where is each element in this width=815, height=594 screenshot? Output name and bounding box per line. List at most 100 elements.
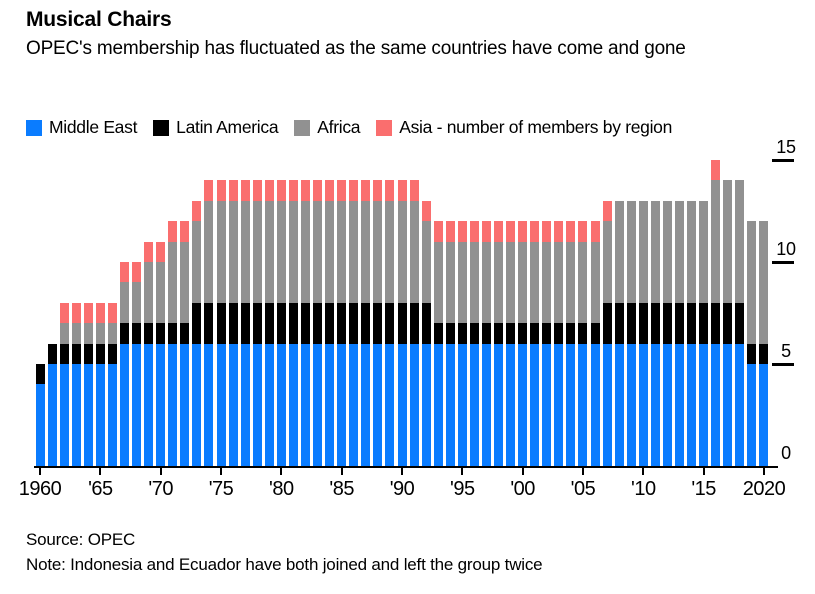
bar-segment-africa (83, 323, 93, 344)
bar-2009[interactable] (626, 200, 636, 466)
legend-swatch-africa (294, 119, 311, 136)
bar-1985[interactable] (337, 180, 347, 466)
bar-2011[interactable] (650, 200, 660, 466)
bar-1982[interactable] (300, 180, 310, 466)
bar-1966[interactable] (107, 302, 117, 466)
bar-segment-asia (530, 221, 540, 242)
bar-segment-latin-america (433, 323, 443, 344)
bar-segment-africa (361, 200, 371, 303)
bar-segment-latin-america (276, 302, 286, 344)
bar-1975[interactable] (216, 180, 226, 466)
bar-1991[interactable] (409, 180, 419, 466)
bar-2001[interactable] (530, 221, 540, 466)
bar-1987[interactable] (361, 180, 371, 466)
bar-2020[interactable] (759, 221, 769, 466)
bar-2003[interactable] (554, 221, 564, 466)
bar-segment-africa (288, 200, 298, 303)
bar-2004[interactable] (566, 221, 576, 466)
bar-1971[interactable] (168, 221, 178, 466)
bar-1997[interactable] (481, 221, 491, 466)
bar-segment-latin-america (240, 302, 250, 344)
bar-segment-latin-america (144, 323, 154, 344)
bar-1988[interactable] (373, 180, 383, 466)
bar-1980[interactable] (276, 180, 286, 466)
bar-segment-latin-america (156, 323, 166, 344)
bar-2010[interactable] (638, 200, 648, 466)
bar-1964[interactable] (83, 302, 93, 466)
legend-item-africa[interactable]: Africa (294, 117, 361, 138)
bar-2000[interactable] (518, 221, 528, 466)
bar-1970[interactable] (156, 241, 166, 466)
bar-1974[interactable] (204, 180, 214, 466)
bar-2016[interactable] (711, 160, 721, 466)
bar-segment-latin-america (626, 302, 636, 344)
bar-segment-middle-east (107, 364, 117, 466)
bar-1983[interactable] (313, 180, 323, 466)
bar-1984[interactable] (325, 180, 335, 466)
bar-segment-middle-east (735, 343, 745, 466)
bar-segment-latin-america (264, 302, 274, 344)
bar-2014[interactable] (687, 200, 697, 466)
bar-segment-africa (554, 241, 564, 324)
bar-1972[interactable] (180, 221, 190, 466)
bar-2005[interactable] (578, 221, 588, 466)
bar-segment-asia (119, 262, 129, 283)
bar-1977[interactable] (240, 180, 250, 466)
bar-segment-asia (156, 241, 166, 263)
y-tick-label-5: 5 (781, 341, 791, 361)
y-tick-5 (772, 363, 794, 366)
bar-2006[interactable] (590, 221, 600, 466)
bar-1968[interactable] (132, 262, 142, 466)
bar-1962[interactable] (59, 302, 69, 466)
bar-2002[interactable] (542, 221, 552, 466)
bar-1998[interactable] (494, 221, 504, 466)
bar-segment-africa (518, 241, 528, 324)
bar-segment-latin-america (300, 302, 310, 344)
bar-1973[interactable] (192, 200, 202, 466)
legend-item-middle_east[interactable]: Middle East (26, 117, 137, 138)
bar-2007[interactable] (602, 200, 612, 466)
bar-1995[interactable] (457, 221, 467, 466)
bar-2019[interactable] (747, 221, 757, 466)
bar-segment-africa (264, 200, 274, 303)
bar-2015[interactable] (699, 200, 709, 466)
bar-1993[interactable] (433, 221, 443, 466)
legend-label-africa: Africa (317, 117, 361, 137)
bar-2012[interactable] (662, 200, 672, 466)
bar-1981[interactable] (288, 180, 298, 466)
bar-1963[interactable] (71, 302, 81, 466)
bar-segment-asia (481, 221, 491, 242)
bar-1979[interactable] (264, 180, 274, 466)
x-tick-1970 (159, 467, 162, 475)
bar-1976[interactable] (228, 180, 238, 466)
bar-segment-africa (385, 200, 395, 303)
bar-2017[interactable] (723, 180, 733, 466)
bar-segment-asia (469, 221, 479, 242)
bar-segment-asia (204, 180, 214, 201)
bar-1965[interactable] (95, 302, 105, 466)
bar-segment-asia (180, 221, 190, 242)
bar-2008[interactable] (614, 200, 624, 466)
bar-1994[interactable] (445, 221, 455, 466)
bar-1967[interactable] (119, 262, 129, 466)
bar-1978[interactable] (252, 180, 262, 466)
bar-2013[interactable] (675, 200, 684, 466)
bar-segment-latin-america (132, 323, 142, 344)
legend-item-latin_america[interactable]: Latin America (153, 117, 279, 138)
bar-segment-latin-america (204, 302, 214, 344)
legend-item-asia[interactable]: Asia - number of members by region (376, 117, 672, 138)
bar-2018[interactable] (735, 180, 745, 466)
bar-1960[interactable] (35, 364, 45, 466)
x-tick-label-1990: '90 (389, 478, 415, 500)
bar-1990[interactable] (397, 180, 407, 466)
bar-1999[interactable] (506, 221, 516, 466)
bar-1989[interactable] (385, 180, 395, 466)
bar-1969[interactable] (144, 241, 154, 466)
bar-segment-latin-america (542, 323, 552, 344)
bar-1992[interactable] (421, 200, 431, 466)
y-tick-label-0: 0 (781, 443, 791, 463)
bar-1996[interactable] (469, 221, 479, 466)
bar-1986[interactable] (349, 180, 359, 466)
bar-segment-middle-east (325, 343, 335, 466)
bar-1961[interactable] (47, 343, 57, 466)
